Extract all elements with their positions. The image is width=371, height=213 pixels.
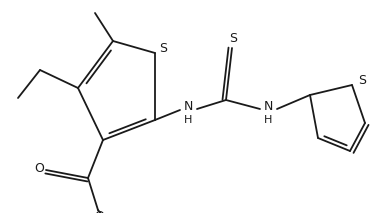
Text: S: S xyxy=(229,33,237,46)
Text: H: H xyxy=(264,115,272,125)
Text: O: O xyxy=(34,161,44,174)
Text: H: H xyxy=(184,115,192,125)
Text: N: N xyxy=(183,99,193,112)
Text: S: S xyxy=(358,75,366,88)
Text: S: S xyxy=(159,43,167,56)
Text: O: O xyxy=(94,210,104,213)
Text: N: N xyxy=(263,99,273,112)
